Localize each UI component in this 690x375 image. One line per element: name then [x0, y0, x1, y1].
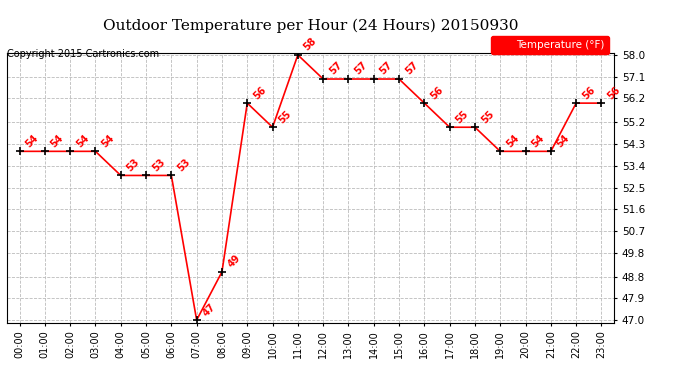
Text: 54: 54: [99, 132, 116, 149]
Text: 58: 58: [302, 36, 319, 53]
Text: 54: 54: [555, 132, 571, 149]
Text: 53: 53: [125, 157, 141, 173]
Text: 53: 53: [150, 157, 167, 173]
Text: 56: 56: [580, 84, 597, 101]
Text: 56: 56: [251, 84, 268, 101]
Text: 54: 54: [23, 132, 40, 149]
Text: Outdoor Temperature per Hour (24 Hours) 20150930: Outdoor Temperature per Hour (24 Hours) …: [103, 19, 518, 33]
Legend: Temperature (°F): Temperature (°F): [491, 36, 609, 54]
Text: 57: 57: [403, 60, 420, 77]
Text: 55: 55: [277, 108, 293, 125]
Text: 54: 54: [504, 132, 521, 149]
Text: 54: 54: [75, 132, 91, 149]
Text: 56: 56: [606, 84, 622, 101]
Text: 55: 55: [479, 108, 495, 125]
Text: 57: 57: [378, 60, 395, 77]
Text: 56: 56: [428, 84, 445, 101]
Text: 47: 47: [201, 301, 217, 318]
Text: 57: 57: [327, 60, 344, 77]
Text: 49: 49: [226, 253, 243, 270]
Text: 53: 53: [175, 157, 192, 173]
Text: 55: 55: [454, 108, 471, 125]
Text: Copyright 2015 Cartronics.com: Copyright 2015 Cartronics.com: [7, 49, 159, 59]
Text: 54: 54: [530, 132, 546, 149]
Text: 54: 54: [49, 132, 66, 149]
Text: 57: 57: [353, 60, 369, 77]
